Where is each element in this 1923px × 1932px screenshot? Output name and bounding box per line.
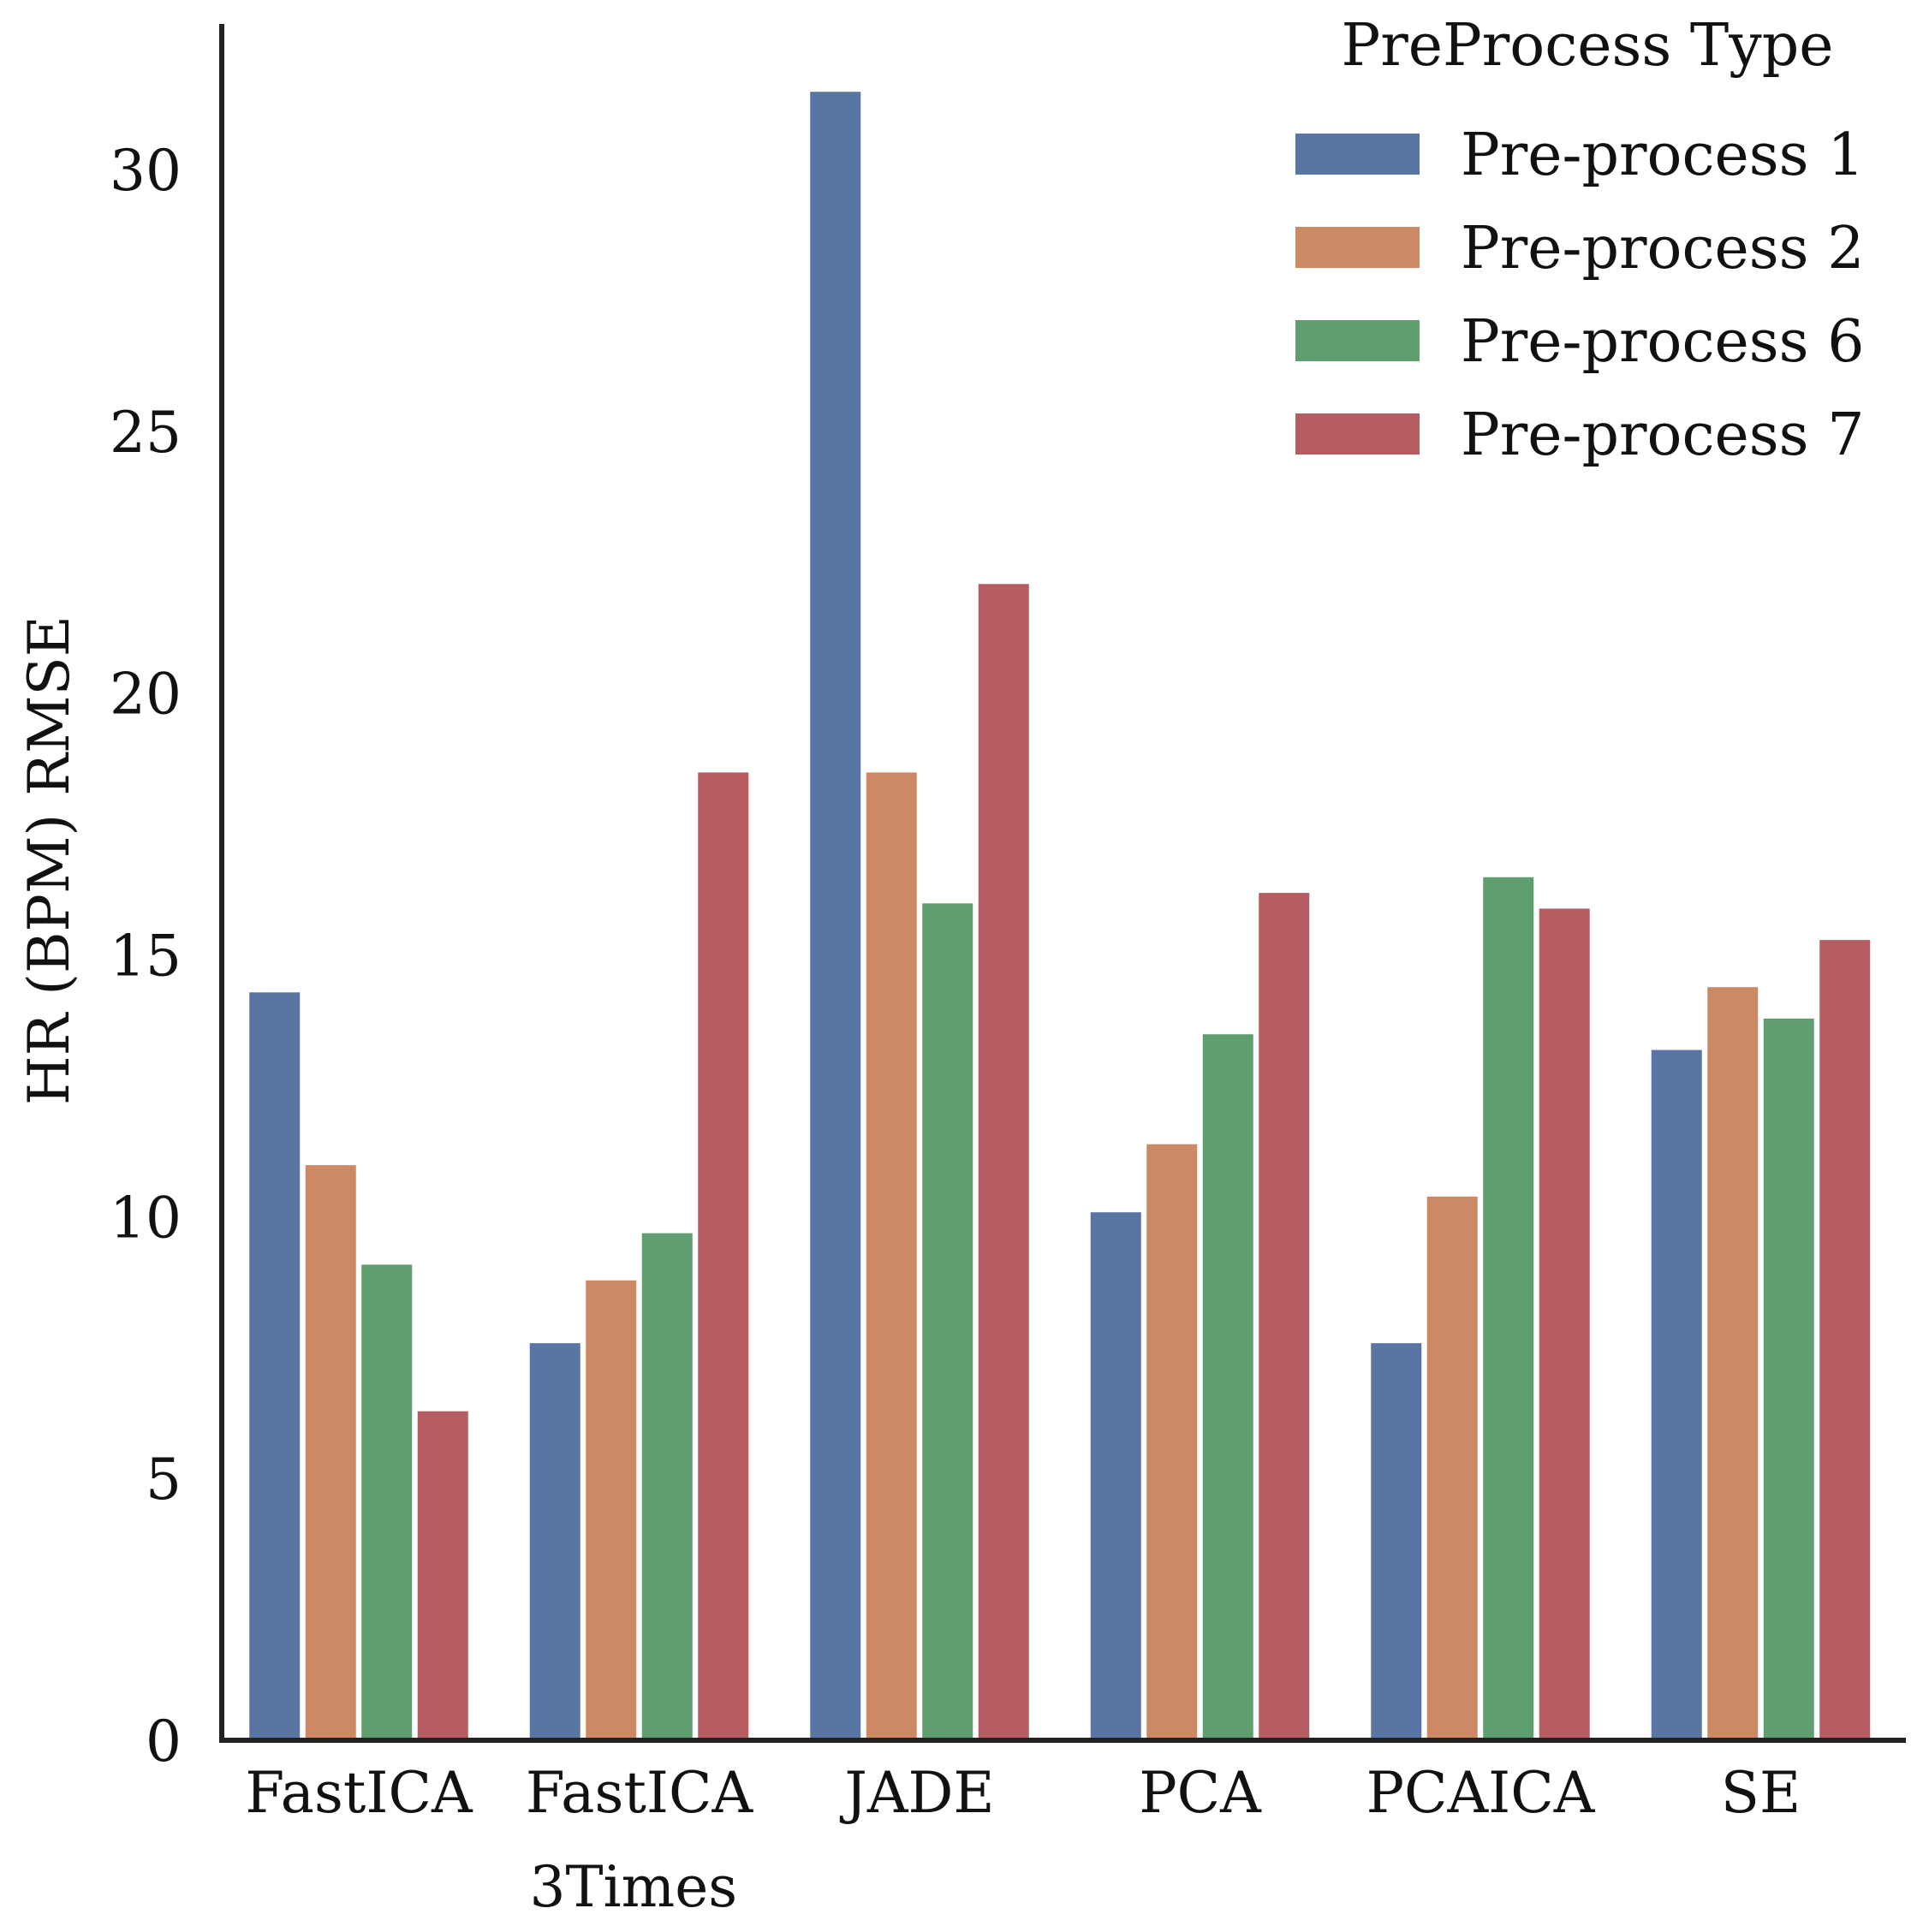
y-tick-label: 20	[110, 662, 182, 728]
bar-pre-process-1-cat-4	[1369, 1341, 1424, 1741]
legend-items: Pre-process 1 Pre-process 2 Pre-process 6 P…	[1295, 122, 1864, 469]
x-tick-label: PCA	[1139, 1760, 1262, 1826]
y-tick-labels: 0 5 10 15 20 25 30	[110, 138, 182, 1774]
legend-label: Pre-process 6	[1461, 308, 1864, 376]
bar-pre-process-7-cat-3	[1257, 891, 1312, 1741]
x-tick-label: JADE	[839, 1760, 994, 1826]
legend-label: Pre-process 2	[1461, 215, 1864, 282]
bar-pre-process-2-cat-1	[584, 1278, 639, 1741]
bar-pre-process-6-cat-5	[1761, 1016, 1816, 1741]
x-tick-labels: FastICA FastICA 3Times JADE PCA PCAICA SE	[245, 1760, 1801, 1920]
legend: PreProcess Type Pre-process 1Pre-process…	[1295, 12, 1864, 469]
bar-pre-process-6-cat-2	[920, 901, 975, 1742]
bar-pre-process-1-cat-1	[527, 1341, 582, 1741]
y-axis-label: HR (BPM) RMSE	[16, 615, 82, 1105]
legend-swatch-pre-process-1	[1295, 134, 1420, 175]
x-tick-label: 3Times	[530, 1854, 738, 1920]
y-tick-label: 30	[110, 138, 182, 204]
x-tick-label: PCAICA	[1366, 1760, 1596, 1826]
bar-pre-process-2-cat-0	[303, 1163, 358, 1741]
bar-pre-process-7-cat-5	[1818, 938, 1872, 1741]
bar-pre-process-2-cat-2	[864, 770, 919, 1742]
y-tick-label: 25	[110, 400, 182, 466]
bar-pre-process-1-cat-0	[247, 990, 302, 1741]
bar-pre-process-2-cat-3	[1145, 1142, 1200, 1741]
legend-swatch-pre-process-6	[1295, 320, 1420, 361]
bar-pre-process-2-cat-5	[1706, 985, 1760, 1741]
bar-pre-process-7-cat-0	[415, 1409, 470, 1742]
legend-label: Pre-process 7	[1461, 401, 1864, 469]
legend-label: Pre-process 1	[1461, 122, 1864, 189]
bar-pre-process-7-cat-2	[976, 582, 1031, 1741]
x-tick-label: SE	[1721, 1760, 1801, 1826]
bar-pre-process-7-cat-4	[1537, 907, 1592, 1741]
x-tick-label: FastICA	[526, 1760, 754, 1826]
bar-pre-process-6-cat-3	[1200, 1032, 1255, 1741]
y-tick-label: 15	[110, 924, 182, 990]
bar-pre-process-6-cat-4	[1481, 875, 1536, 1741]
y-tick-label: 0	[146, 1709, 182, 1774]
bar-pre-process-1-cat-3	[1088, 1210, 1143, 1741]
y-tick-label: 5	[146, 1447, 182, 1513]
y-tick-label: 10	[110, 1185, 182, 1251]
bar-pre-process-1-cat-5	[1649, 1048, 1704, 1741]
legend-swatch-pre-process-2	[1295, 227, 1420, 268]
bar-pre-process-2-cat-4	[1425, 1194, 1479, 1742]
legend-swatch-pre-process-7	[1295, 413, 1420, 455]
bar-pre-process-6-cat-0	[360, 1263, 414, 1741]
bar-pre-process-1-cat-2	[808, 90, 863, 1741]
x-tick-label: FastICA	[245, 1760, 473, 1826]
legend-title: PreProcess Type	[1342, 12, 1834, 80]
bars-group	[247, 90, 1872, 1742]
bar-pre-process-6-cat-1	[640, 1231, 694, 1741]
bar-pre-process-7-cat-1	[696, 770, 751, 1742]
